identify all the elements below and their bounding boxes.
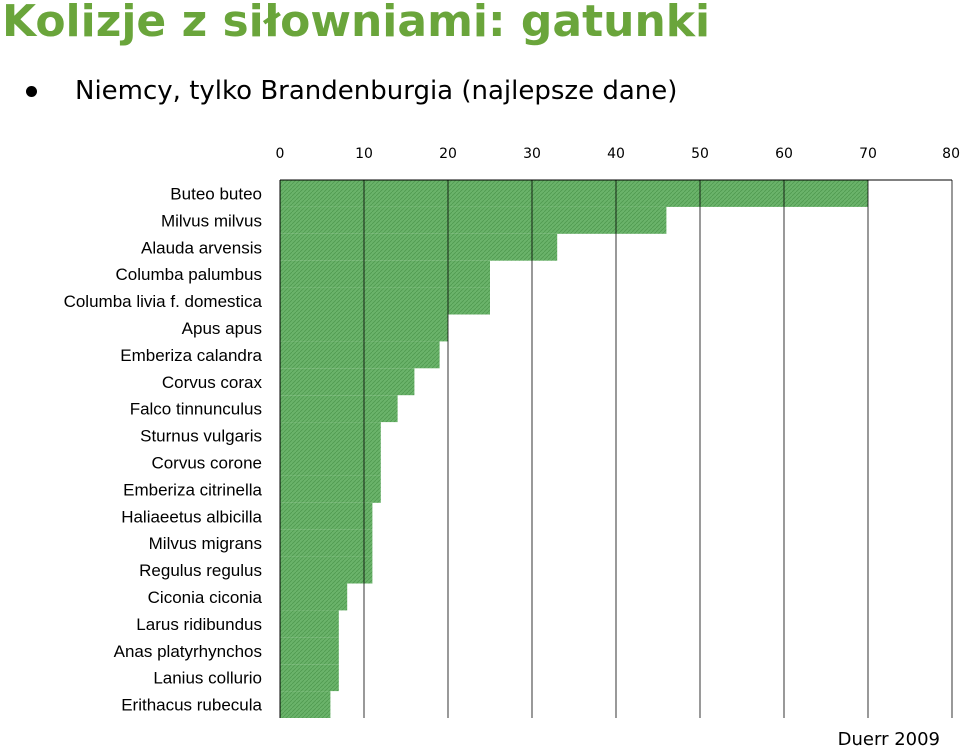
category-label: Alauda arvensis bbox=[141, 238, 262, 257]
category-label: Emberiza calandra bbox=[120, 346, 262, 365]
bar-corvus-corax bbox=[280, 368, 415, 396]
bar-regulus-regulus bbox=[280, 556, 373, 584]
category-label: Anas platyrhynchos bbox=[114, 642, 262, 661]
x-tick-label: 70 bbox=[859, 146, 877, 162]
category-label: Columba livia f. domestica bbox=[64, 292, 263, 311]
bar-emberiza-citrinella bbox=[280, 475, 381, 503]
bar-milvus-migrans bbox=[280, 529, 373, 557]
bar-larus-ridibundus bbox=[280, 610, 339, 638]
category-label: Corvus corone bbox=[151, 453, 262, 472]
category-label: Apus apus bbox=[182, 319, 262, 338]
source-citation: Duerr 2009 bbox=[837, 729, 940, 750]
bar-sturnus-vulgaris bbox=[280, 422, 381, 449]
x-tick-label: 20 bbox=[439, 146, 457, 162]
x-tick-label: 0 bbox=[276, 146, 285, 162]
x-tick-label: 40 bbox=[607, 146, 625, 162]
bar-columba-palumbus bbox=[280, 260, 490, 288]
category-label: Falco tinnunculus bbox=[130, 400, 262, 419]
category-label: Corvus corax bbox=[162, 373, 263, 392]
category-label: Columba palumbus bbox=[116, 265, 262, 284]
x-tick-label: 10 bbox=[355, 146, 373, 162]
category-label: Larus ridibundus bbox=[136, 615, 262, 634]
bar-erithacus-rubecula bbox=[280, 691, 331, 718]
category-label: Emberiza citrinella bbox=[123, 480, 262, 499]
bar-corvus-corone bbox=[280, 449, 381, 476]
category-label: Ciconia ciconia bbox=[148, 588, 263, 607]
category-label: Milvus migrans bbox=[149, 534, 262, 553]
bar-emberiza-calandra bbox=[280, 341, 440, 369]
bar-lanius-collurio bbox=[280, 664, 339, 692]
x-tick-label: 30 bbox=[523, 146, 541, 162]
bar-buteo-buteo bbox=[280, 180, 868, 207]
page-title: Kolizje z siłowniami: gatunki bbox=[2, 0, 711, 47]
bar-alauda-arvensis bbox=[280, 233, 558, 261]
bar-anas-platyrhynchos bbox=[280, 637, 339, 665]
bullet-dot-icon bbox=[26, 85, 37, 97]
bar-haliaeetus-albicilla bbox=[280, 502, 373, 530]
bullet-text: Niemcy, tylko Brandenburgia (najlepsze d… bbox=[75, 76, 678, 106]
category-label: Buteo buteo bbox=[170, 184, 262, 203]
bullet-point: Niemcy, tylko Brandenburgia (najlepsze d… bbox=[26, 76, 677, 106]
category-label: Sturnus vulgaris bbox=[140, 427, 262, 446]
category-label: Milvus milvus bbox=[161, 211, 262, 230]
bar-milvus-milvus bbox=[280, 206, 667, 234]
x-tick-label: 60 bbox=[775, 146, 793, 162]
bar-columba-livia-f-domestica bbox=[280, 287, 490, 315]
bar-falco-tinnunculus bbox=[280, 395, 398, 423]
bar-ciconia-ciconia bbox=[280, 583, 348, 611]
category-label: Haliaeetus albicilla bbox=[121, 507, 262, 526]
category-label: Lanius collurio bbox=[153, 669, 262, 688]
x-tick-label: 80 bbox=[942, 146, 960, 162]
category-label: Erithacus rubecula bbox=[121, 696, 262, 715]
category-label: Regulus regulus bbox=[139, 561, 262, 580]
x-tick-label: 50 bbox=[691, 146, 709, 162]
